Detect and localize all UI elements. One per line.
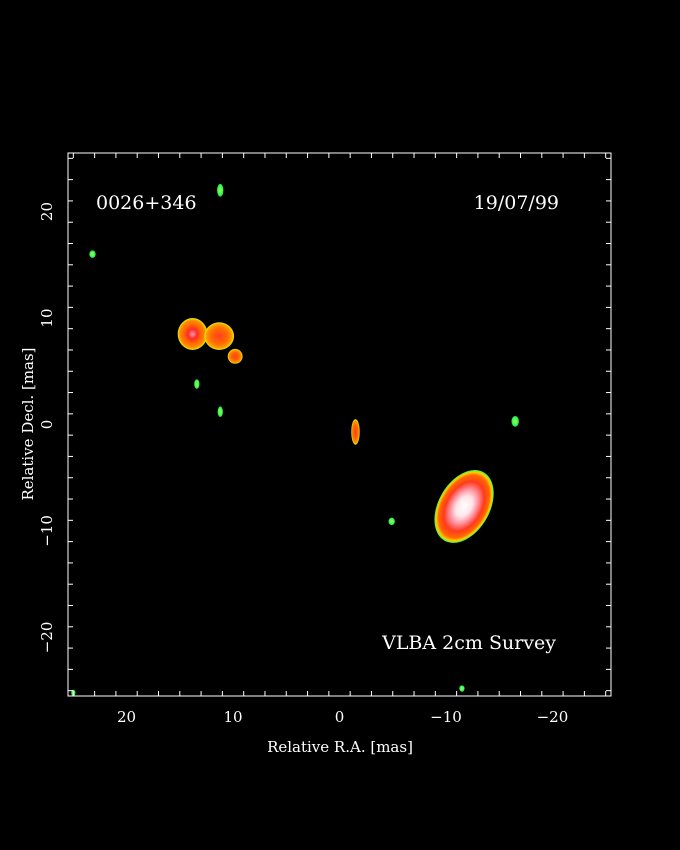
component-jet-east-a bbox=[177, 318, 208, 350]
component-spot-east-2 bbox=[217, 406, 223, 418]
component-spot-west bbox=[511, 415, 519, 427]
x-tick-label: −10 bbox=[430, 708, 462, 726]
y-tick-label: 0 bbox=[38, 420, 56, 430]
x-tick-label: 10 bbox=[223, 708, 242, 726]
component-spot-north bbox=[217, 183, 224, 197]
component-knot-mid bbox=[351, 419, 360, 445]
component-spot-southwest bbox=[388, 517, 395, 526]
x-tick-label: −20 bbox=[537, 708, 569, 726]
x-tick-label: 20 bbox=[117, 708, 136, 726]
axis-ticks bbox=[68, 153, 611, 696]
source-label: 0026+346 bbox=[96, 192, 197, 214]
x-tick-label: 0 bbox=[335, 708, 345, 726]
survey-label: VLBA 2cm Survey bbox=[381, 632, 556, 654]
y-tick-labels: 20 10 0 −10 −20 bbox=[38, 202, 56, 653]
component-jet-east-b bbox=[204, 322, 235, 350]
y-tick-label: 20 bbox=[38, 202, 56, 221]
y-tick-label: −10 bbox=[38, 515, 56, 547]
component-core bbox=[434, 470, 494, 543]
component-spot-northeast bbox=[89, 250, 96, 258]
x-tick-labels: 20 10 0 −10 −20 bbox=[117, 708, 568, 726]
y-axis-label: Relative Decl. [mas] bbox=[19, 347, 37, 500]
emission-components bbox=[71, 183, 519, 697]
x-axis-label: Relative R.A. [mas] bbox=[267, 738, 413, 756]
date-label: 19/07/99 bbox=[474, 192, 559, 214]
component-spot-east-1 bbox=[194, 379, 200, 389]
component-jet-east-c bbox=[227, 348, 243, 364]
component-spot-south bbox=[459, 685, 465, 692]
y-tick-label: 10 bbox=[38, 308, 56, 327]
plot-frame bbox=[67, 152, 612, 697]
y-tick-label: −20 bbox=[38, 622, 56, 654]
